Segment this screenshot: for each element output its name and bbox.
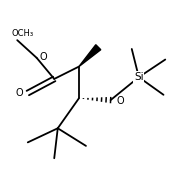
Polygon shape xyxy=(79,45,101,67)
Text: OCH₃: OCH₃ xyxy=(11,29,33,38)
Text: O: O xyxy=(39,52,47,62)
Text: O: O xyxy=(117,96,124,106)
Text: Si: Si xyxy=(134,72,144,82)
Text: O: O xyxy=(16,88,23,98)
